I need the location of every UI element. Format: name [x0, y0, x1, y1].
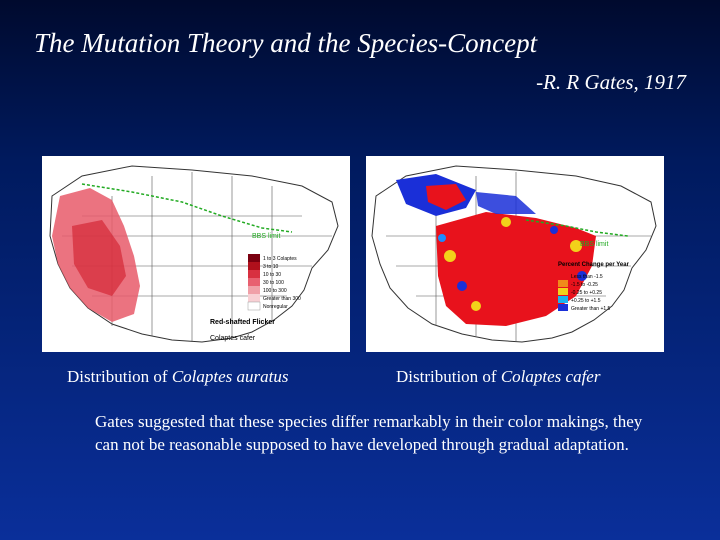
map-title-line1: Red-shafted Flicker [210, 319, 275, 326]
bbs-limit-line [525, 219, 629, 237]
bbs-limit-label: BBS limit [580, 241, 608, 248]
slide-subtitle: -R. R Gates, 1917 [536, 70, 686, 94]
caption-right: Distribution of Colaptes cafer [396, 367, 600, 387]
legend-entry: -1.5 to -0.25 [571, 282, 598, 288]
bbs-limit-label: BBS limit [252, 233, 280, 240]
bbs-limit-line [81, 183, 293, 233]
legend-entry: 100 to 300 [263, 288, 287, 294]
legend-entry: Greater than +1.5 [571, 306, 611, 312]
caption-species: Colaptes cafer [500, 367, 601, 386]
trend-area-red [436, 212, 596, 326]
map-title-line2: Colaptes cafer [210, 335, 256, 342]
caption-species: Colaptes auratus [171, 367, 289, 386]
legend-entry: Nonregular [263, 304, 288, 310]
legend-entry: 3 to 10 [263, 264, 279, 270]
legend-entry: Greater than 300 [263, 296, 301, 302]
map-legend: Percent Change per Year Less than -1.5 -… [558, 262, 630, 312]
legend-entry: -0.25 to +0.25 [571, 290, 602, 296]
legend-entry: Less than -1.5 [571, 274, 603, 280]
caption-prefix: Distribution of [67, 367, 172, 386]
legend-entry: 30 to 100 [263, 280, 284, 286]
caption-left: Distribution of Colaptes auratus [67, 367, 289, 387]
slide-title: The Mutation Theory and the Species-Conc… [34, 28, 538, 58]
legend-entry: +0.25 to +1.5 [571, 298, 601, 304]
legend-title: Percent Change per Year [558, 262, 630, 268]
legend-entry: 10 to 30 [263, 272, 281, 278]
map-legend: 1 to 3 Colaptes 3 to 10 10 to 30 30 to 1… [247, 254, 301, 311]
caption-prefix: Distribution of [396, 367, 501, 386]
map-colaptes-auratus: BBS limit 1 to 3 Colaptes 3 to 10 10 to … [42, 156, 350, 352]
legend-entry: 1 to 3 Colaptes [263, 256, 297, 262]
map-colaptes-cafer: BBS limit Percent Change per Year Less t… [366, 156, 664, 352]
trend-fringe [438, 217, 587, 311]
body-text: Gates suggested that these species diffe… [95, 412, 643, 454]
